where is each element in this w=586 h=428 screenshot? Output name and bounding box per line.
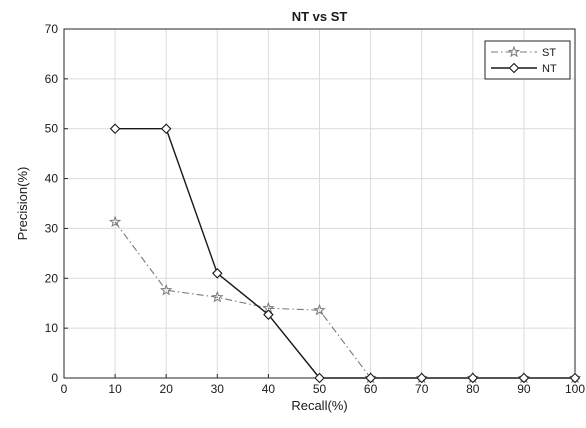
series-nt-line <box>115 128 575 379</box>
x-tick-label: 20 <box>160 382 174 396</box>
series-st-point <box>108 215 122 228</box>
x-tick-label: 100 <box>565 382 585 396</box>
series-nt-point <box>314 372 325 384</box>
x-tick-label: 50 <box>313 382 327 396</box>
series-st-point <box>160 283 173 296</box>
y-tick-label: 60 <box>45 72 59 86</box>
series-nt <box>109 123 581 384</box>
legend-nt-label: NT <box>542 63 557 75</box>
y-tick-label: 50 <box>45 122 59 136</box>
x-tick-label: 80 <box>466 382 480 396</box>
y-tick-label: 30 <box>45 221 59 235</box>
legend: ST NT <box>484 40 571 80</box>
x-tick-label: 30 <box>211 382 225 396</box>
legend-box <box>484 40 571 80</box>
x-tick-label: 60 <box>364 382 378 396</box>
y-tick-label: 0 <box>51 371 58 385</box>
x-axis-title: Recall(%) <box>291 398 347 413</box>
y-tick-label: 40 <box>45 172 59 186</box>
chart-title: NT vs ST <box>292 9 348 24</box>
series-st-line <box>114 221 575 379</box>
series-nt-point <box>518 372 530 384</box>
y-axis-title: Precision(%) <box>15 167 30 241</box>
x-tick-label: 0 <box>61 382 68 396</box>
series-nt-point <box>160 123 172 134</box>
series-st <box>108 215 582 384</box>
legend-st-marker <box>507 45 521 58</box>
series-st-point <box>313 303 326 316</box>
y-tick-label: 20 <box>45 271 59 285</box>
series-nt-point <box>365 372 376 384</box>
series-nt-point <box>263 309 274 320</box>
x-tick-label: 90 <box>517 382 531 396</box>
x-tick-label: 70 <box>415 382 429 396</box>
series-lines <box>108 123 582 384</box>
x-tick-label: 40 <box>262 382 276 396</box>
grid <box>63 28 576 379</box>
series-st-point <box>211 290 224 303</box>
y-tick-label: 10 <box>45 321 59 335</box>
series-nt-point <box>416 372 427 384</box>
series-nt-point <box>569 372 581 384</box>
axis-ticks: 0 10 20 30 40 50 60 70 80 90 100 0 10 20 30 40 50 60 70 <box>45 22 586 396</box>
legend-nt-marker <box>508 62 520 74</box>
series-nt-point <box>109 123 121 134</box>
series-nt-point <box>467 372 479 384</box>
x-tick-label: 10 <box>108 382 122 396</box>
y-tick-label: 70 <box>45 22 59 36</box>
legend-st-label: ST <box>542 47 556 59</box>
series-nt-point <box>212 268 223 279</box>
